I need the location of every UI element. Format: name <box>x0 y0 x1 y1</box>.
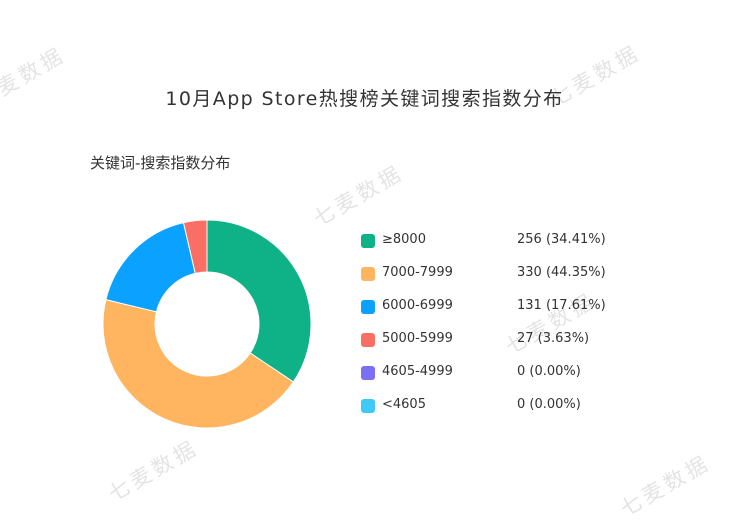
watermark-text: 七麦数据 <box>616 450 715 522</box>
legend-label: 5000-5999 <box>382 331 453 346</box>
legend-swatch <box>361 300 375 314</box>
legend-swatch <box>361 399 375 413</box>
donut-slice-3[interactable] <box>105 222 196 313</box>
legend-value: 256 (34.41%) <box>517 232 606 247</box>
legend-item[interactable]: ≥8000 256 (34.41%) <box>361 226 661 259</box>
legend-swatch <box>361 234 375 248</box>
legend-swatch <box>361 333 375 347</box>
chart-title: 10月App Store热搜榜关键词搜索指数分布 <box>165 88 564 110</box>
legend-item[interactable]: 6000-6999 131 (17.61%) <box>361 292 661 325</box>
donut-chart <box>102 219 312 429</box>
legend-swatch <box>361 267 375 281</box>
donut-slice-4[interactable] <box>182 219 208 274</box>
chart-subtitle: 关键词-搜索指数分布 <box>90 154 231 172</box>
legend-item[interactable]: 7000-7999 330 (44.35%) <box>361 259 661 292</box>
donut-slice-2[interactable] <box>102 299 295 429</box>
legend-value: 131 (17.61%) <box>517 298 606 313</box>
watermark-text: 七麦数据 <box>104 435 203 507</box>
chart-legend: ≥8000 256 (34.41%) 7000-7999 330 (44.35%) 60… <box>361 226 661 424</box>
legend-label: <4605 <box>382 397 426 412</box>
donut-slice-1[interactable] <box>206 219 312 383</box>
watermark-text: 七麦数据 <box>309 160 408 232</box>
legend-label: ≥8000 <box>382 232 426 247</box>
legend-swatch <box>361 366 375 380</box>
legend-item[interactable]: 4605-4999 0 (0.00%) <box>361 358 661 391</box>
legend-value: 0 (0.00%) <box>517 397 581 412</box>
legend-value: 330 (44.35%) <box>517 265 606 280</box>
legend-label: 6000-6999 <box>382 298 453 313</box>
legend-value: 0 (0.00%) <box>517 364 581 379</box>
legend-label: 7000-7999 <box>382 265 453 280</box>
legend-item[interactable]: 5000-5999 27 (3.63%) <box>361 325 661 358</box>
legend-item[interactable]: <4605 0 (0.00%) <box>361 391 661 424</box>
legend-value: 27 (3.63%) <box>517 331 590 346</box>
legend-label: 4605-4999 <box>382 364 453 379</box>
